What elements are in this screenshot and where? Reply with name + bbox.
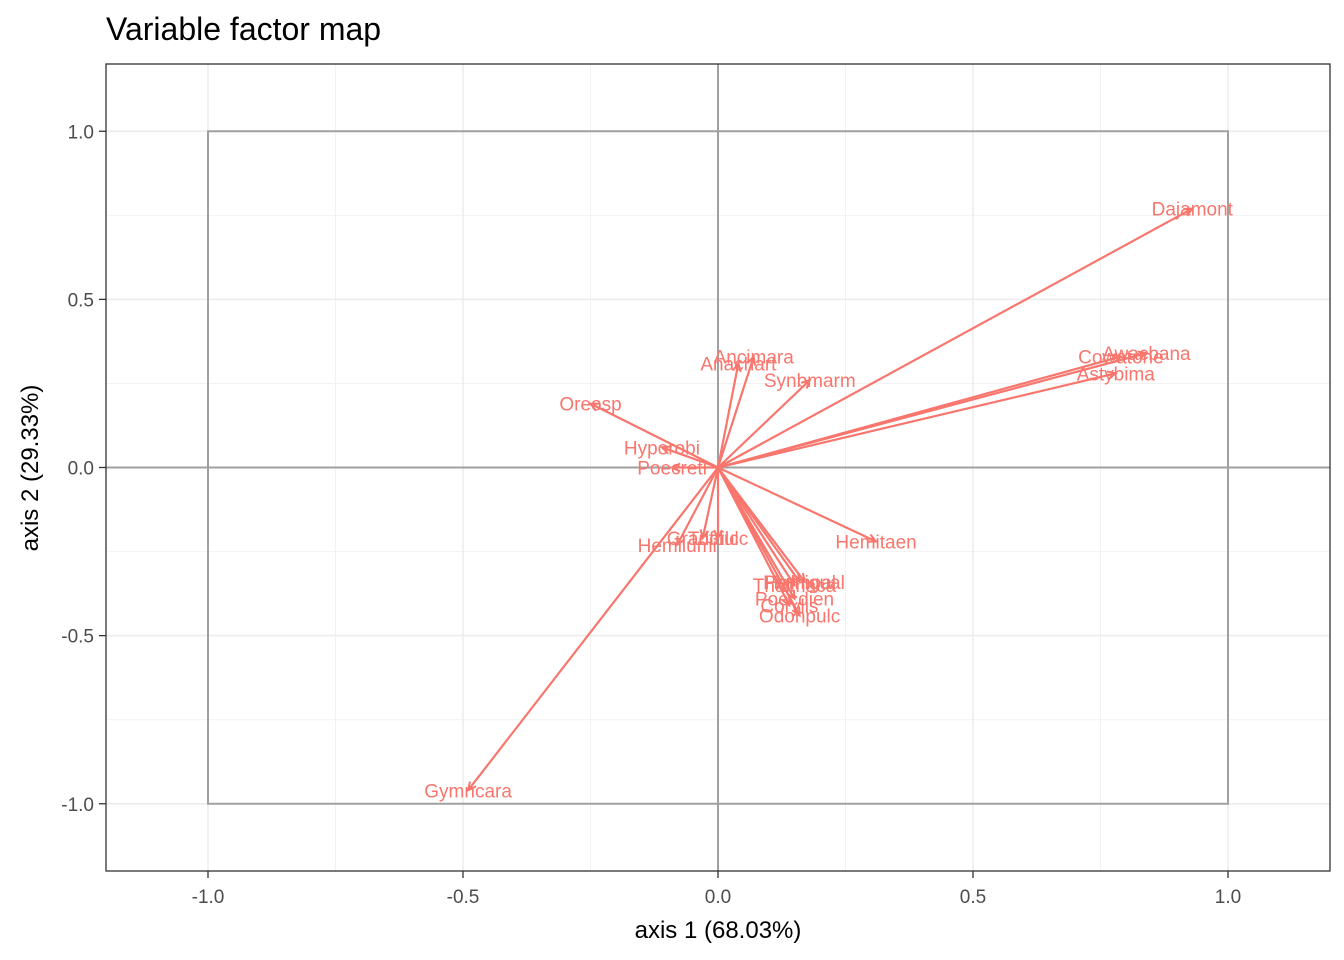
label-oreosp: Oreosp	[559, 395, 621, 416]
label-tricfulc: Tricfulc	[688, 529, 749, 550]
arrow-astybima-head	[1106, 370, 1119, 380]
arrow-anachart	[716, 363, 740, 468]
arrow-awacbana-head	[1137, 350, 1149, 360]
arrow-astybima	[717, 372, 1117, 469]
arrow-synbmarm-head	[800, 378, 812, 389]
label-poecreti: Poecreti	[637, 459, 707, 480]
label-astybima: Astybima	[1077, 364, 1156, 385]
x-tick-label: 0.5	[960, 887, 986, 908]
label-dajamont: Dajamont	[1152, 200, 1234, 221]
label-poecdien: Poecdien	[755, 590, 834, 611]
label-anachart: Anachart	[700, 354, 777, 375]
arrow-ancimara-head	[746, 354, 756, 366]
arrow-oreosp	[590, 402, 719, 469]
label-awacbana: Awacbana	[1102, 344, 1191, 365]
arrow-thalmaca-head	[786, 576, 796, 588]
arrow-odonpulc-head	[791, 606, 801, 618]
arrow-corylis-head	[781, 596, 791, 608]
arrow-hemigual-head	[796, 572, 807, 584]
y-axis-title: axis 2 (29.33%)	[17, 385, 44, 552]
variable-arrows	[466, 207, 1195, 793]
label-corylis: Corylis	[760, 596, 818, 617]
arrow-hemigual	[717, 466, 806, 583]
x-tick-label: -0.5	[447, 887, 480, 908]
arrow-dajamont-head	[1183, 207, 1195, 217]
label-ancimara: Ancimara	[714, 348, 795, 369]
arrow-tricfulc-head	[713, 529, 723, 541]
arrow-hemilumi-head	[676, 535, 686, 547]
arrow-gradfulc	[701, 467, 720, 539]
x-tick-label: -1.0	[192, 887, 225, 908]
arrow-hyporobi-head	[659, 445, 671, 455]
y-tick-label: 0.0	[68, 459, 94, 480]
arrow-gymncara-head	[466, 781, 477, 793]
label-hyporobi: Hyporobi	[624, 438, 700, 459]
label-hemigual: Hemigual	[765, 573, 845, 594]
arrow-hemitaen-head	[867, 533, 879, 543]
arrow-hemilumi	[676, 466, 719, 546]
label-hemilumi: Hemilumi	[638, 536, 717, 557]
unit-box	[207, 130, 1229, 805]
label-phiimoal: Phiimoal	[763, 573, 836, 594]
arrow-poecreti-head	[669, 462, 681, 473]
chart-title: Variable factor map	[106, 11, 381, 47]
arrow-anachart-head	[732, 361, 742, 373]
x-tick-label: 1.0	[1215, 887, 1241, 908]
y-tick-label: 1.0	[68, 122, 94, 143]
y-tick-label: 0.5	[68, 290, 94, 311]
label-hemitaen: Hemitaen	[835, 532, 916, 553]
arrow-gradfulc-head	[699, 529, 710, 541]
arrow-thalmaca	[717, 466, 796, 586]
y-tick-label: -0.5	[61, 627, 94, 648]
x-axis-title: axis 1 (68.03%)	[635, 917, 802, 944]
arrow-hemitaen	[717, 466, 877, 543]
y-tick-label: -1.0	[61, 795, 94, 816]
y-axis-ticks: -1.0 -0.5 0.0 0.5 1.0	[61, 122, 106, 816]
arrow-odonpulc	[717, 466, 801, 616]
label-synbmarm: Synbmarm	[764, 371, 856, 392]
arrow-cowatone-head	[1111, 353, 1124, 364]
arrow-gymncara	[467, 466, 719, 791]
arrow-cowatone	[717, 355, 1122, 469]
arrow-synbmarm	[717, 379, 811, 469]
label-gradfulc: Gradfulc	[667, 529, 739, 550]
label-gymncara: Gymncara	[424, 781, 512, 802]
arrow-oreosp-head	[588, 402, 600, 412]
arrow-dajamont	[717, 207, 1193, 469]
arrow-ancimara	[716, 356, 755, 468]
x-axis-ticks: -1.0 -0.5 0.0 0.5 1.0	[192, 871, 1241, 908]
label-thalmaca: Thalmaca	[753, 576, 837, 597]
label-odonpulc: Odonpulc	[759, 606, 840, 627]
label-cowatone: Cowatone	[1078, 348, 1164, 369]
arrow-hyporobi	[661, 446, 719, 469]
x-tick-label: 0.0	[705, 887, 731, 908]
